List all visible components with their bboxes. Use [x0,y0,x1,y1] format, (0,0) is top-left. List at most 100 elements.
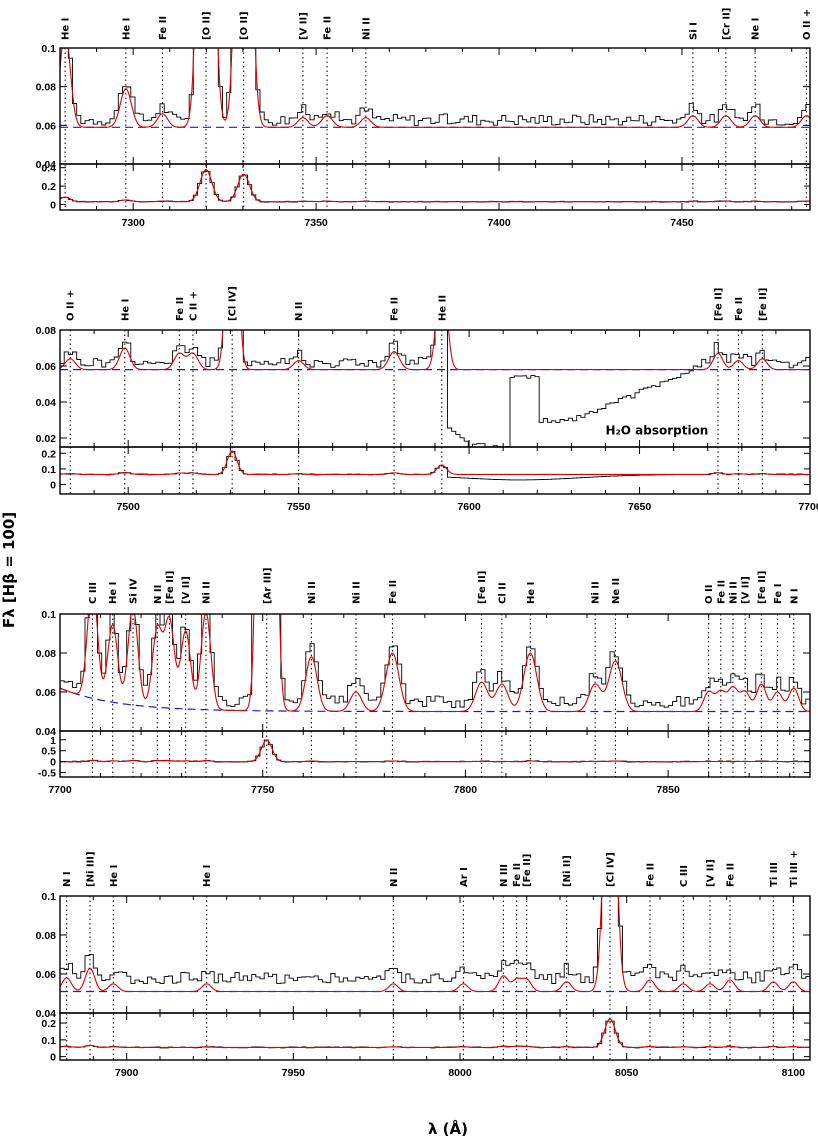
x-tick-label: 8100 [782,1067,806,1079]
x-tick-label: 7700 [798,501,818,513]
line-label: C II + [188,291,199,321]
line-label: Fe II [323,16,334,40]
x-tick-label: 7550 [287,501,311,513]
line-label: Fe II [175,297,186,321]
x-tick-label: 7750 [251,784,275,796]
line-label: Ne I [751,18,762,40]
line-label: [Ni III] [86,851,97,887]
bottom-frame [59,163,811,211]
model-spectrum [60,896,810,993]
line-label: [Fe II] [758,288,769,321]
line-label: He I [61,18,72,40]
y-axis-title: Fλ [Hβ = 100] [0,512,18,628]
line-label: N I [789,588,800,604]
line-label: [O II] [201,11,212,40]
line-label: Fe II [388,580,399,604]
y-tick-label: 0.2 [41,1018,56,1030]
line-label: He I [121,18,132,40]
line-label: [Fe II] [477,571,488,604]
line-label: Fe II [512,863,523,887]
line-label: Si I [688,22,699,40]
line-label: He II [437,295,448,321]
y-tick-label: 0 [50,757,56,769]
y-tick-label: 0.08 [36,325,57,337]
bottom-frame [59,1012,811,1061]
y-tick-label: 0.06 [36,361,57,373]
y-tick-label: 0.5 [41,746,56,758]
y-tick-label: 0.08 [36,648,57,660]
line-label: [Ni II] [562,855,573,887]
model-spectrum-lower [60,739,810,763]
x-tick-label: 7950 [282,1067,306,1079]
line-label: [O II] [239,11,250,40]
line-label: Cl II [497,582,508,604]
observed-spectrum [60,330,810,447]
line-label: C III [88,582,99,604]
line-label: [Cr II] [721,8,732,40]
line-label: [Fe II] [165,571,176,604]
x-tick-label: 7650 [628,501,652,513]
line-label: Ne II [611,578,622,604]
x-tick-label: 8050 [615,1067,639,1079]
x-tick-label: 7600 [457,501,481,513]
x-tick-label: 7300 [121,217,145,229]
line-label: Ar I [459,867,470,887]
x-tick-label: 7700 [48,784,72,796]
y-tick-label: 0.06 [36,969,57,981]
y-tick-label: 0.04 [36,397,57,409]
y-tick-label: 0.1 [41,1035,56,1047]
line-label: [V II] [181,576,192,604]
h2o-absorption-annotation: H₂O absorption [605,423,708,437]
y-tick-label: 0.04 [36,159,57,171]
y-tick-label: 0.02 [36,433,57,445]
observed-spectrum [67,48,810,126]
line-label: Ni II [591,581,602,604]
line-label: C III [679,865,690,887]
line-label: Si IV [128,578,139,604]
line-label: Fe II [390,297,401,321]
y-tick-label: 0 [50,1052,56,1064]
y-tick-label: 0.4 [41,163,56,175]
line-label: O II + [802,9,813,40]
observed-spectrum [60,614,810,708]
line-label: [V II] [298,12,309,40]
line-label: [Fe II] [522,854,533,887]
x-tick-label: 7350 [304,217,328,229]
line-label: Ni II [201,581,212,604]
y-tick-label: 0.2 [41,448,56,460]
bottom-frame [59,730,811,778]
y-tick-label: 0.06 [36,687,57,699]
line-label: [Ar III] [262,568,273,604]
line-label: He I [109,865,120,887]
line-label: Fe II [158,16,169,40]
line-label: He I [526,582,537,604]
line-label: Ti III + [789,850,800,887]
x-tick-label: 7850 [656,784,680,796]
panel-2: O II + He I Fe II C II + [Cl IV] N II Fe II He … [36,286,818,513]
y-tick-label: 0 [50,480,56,492]
line-label: N II [389,868,400,887]
y-tick-label: 0 [50,199,56,211]
line-label: O II [704,585,715,604]
y-tick-label: 0.1 [41,43,56,55]
y-tick-label: 1 [50,735,56,747]
line-label: N I [62,871,73,887]
y-tick-label: 0.08 [36,82,57,94]
x-tick-label: 7900 [115,1067,139,1079]
line-label: [Fe II] [713,288,724,321]
y-tick-label: 0.1 [41,609,56,621]
line-label: Fe II [646,863,657,887]
x-tick-label: 7500 [117,501,141,513]
observed-spectrum [60,896,810,984]
y-tick-label: 0.04 [36,726,57,738]
x-tick-label: 8000 [448,1067,472,1079]
line-label: Fe II [734,297,745,321]
line-label: Fe II [716,580,727,604]
y-tick-label: 0.04 [36,1008,57,1020]
line-label: N II [153,585,164,604]
line-label: Ni II [361,17,372,40]
line-label: N II [294,302,305,321]
model-spectrum-lower [60,169,810,203]
x-axis-title: λ (Å) [428,1119,468,1138]
model-spectrum-lower [60,1018,810,1048]
